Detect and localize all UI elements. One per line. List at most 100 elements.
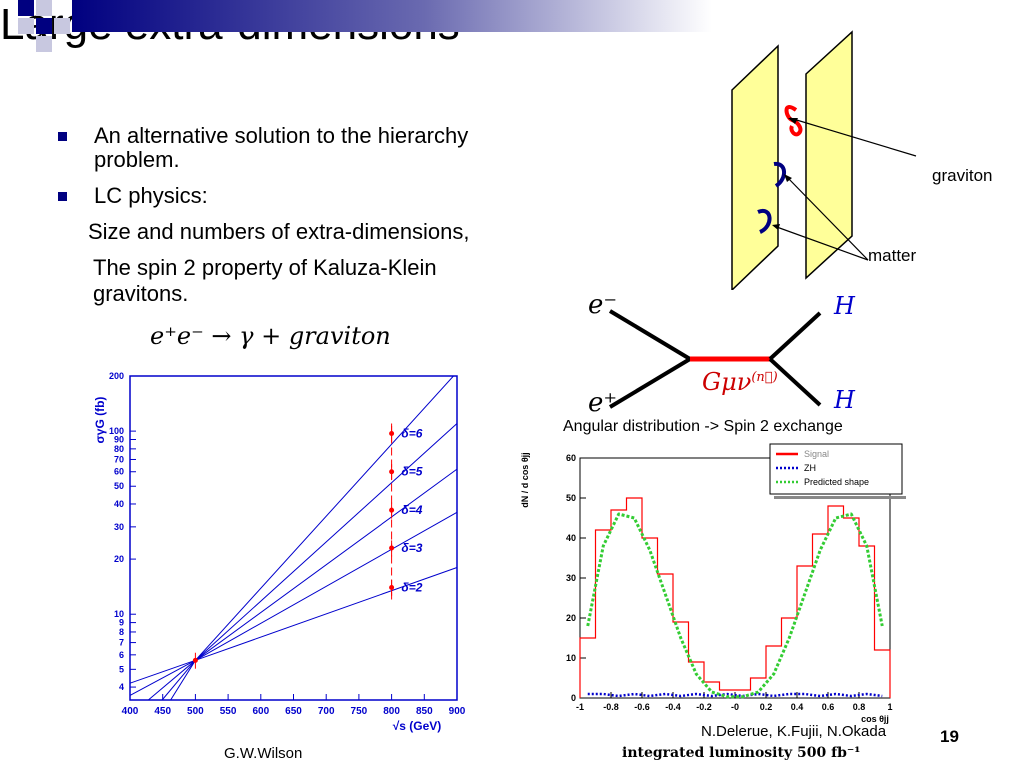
data-point bbox=[389, 584, 395, 590]
y-tick-label: 10 bbox=[114, 609, 124, 619]
x-tick-label: 550 bbox=[220, 706, 237, 717]
legend-label: Predicted shape bbox=[804, 477, 869, 487]
series-label: δ=2 bbox=[401, 580, 422, 594]
x-tick-label: 850 bbox=[416, 706, 433, 717]
bullet-square-icon bbox=[58, 192, 67, 201]
x-tick-label: 0.6 bbox=[822, 702, 835, 712]
feynman-diagram bbox=[608, 309, 822, 409]
y-tick-label: 50 bbox=[566, 493, 576, 503]
bullet-hierarchy: An alternative solution to the hierarchy… bbox=[58, 124, 598, 174]
series-label: δ=6 bbox=[401, 427, 422, 441]
y-tick-label: 40 bbox=[566, 533, 576, 543]
bullet-line: LC physics: bbox=[94, 183, 208, 208]
y-tick-label: 0 bbox=[571, 693, 576, 703]
data-point bbox=[389, 469, 395, 475]
y-axis-label: σγG (fb) bbox=[93, 397, 107, 444]
feynman-electron-label: e⁻ bbox=[588, 290, 618, 320]
sub-line-gravitons: gravitons. bbox=[93, 281, 189, 306]
x-axis-label: √s (GeV) bbox=[393, 719, 442, 733]
x-tick-label: -0.2 bbox=[696, 702, 712, 712]
legend-shadow bbox=[774, 496, 906, 499]
y-tick-label: 4 bbox=[119, 682, 124, 692]
y-tick-label: 7 bbox=[119, 638, 124, 648]
y-tick-label: 30 bbox=[566, 573, 576, 583]
x-tick-label: 800 bbox=[383, 706, 400, 717]
y-tick-label: 200 bbox=[109, 371, 124, 381]
series-label: δ=3 bbox=[401, 541, 422, 555]
x-tick-label: -1 bbox=[576, 702, 584, 712]
bullet-line: An alternative solution to the hierarchy bbox=[94, 123, 469, 148]
luminosity-label: integrated luminosity 500 fb⁻¹ bbox=[622, 745, 861, 761]
x-tick-label: 0.4 bbox=[791, 702, 804, 712]
y-tick-label: 6 bbox=[119, 650, 124, 660]
credit-right: N.Delerue, K.Fujii, N.Okada bbox=[701, 723, 887, 740]
y-tick-label: 80 bbox=[114, 444, 124, 454]
sub-line-size: Size and numbers of extra-dimensions, bbox=[88, 219, 470, 244]
x-tick-label: 0.8 bbox=[853, 702, 866, 712]
x-tick-label: 1 bbox=[887, 702, 892, 712]
series-label: δ=5 bbox=[401, 465, 422, 479]
data-point bbox=[389, 545, 395, 551]
angular-distribution-chart: -1 -0.8 -0.6 -0.4 -0.2 -0 0.2 0.4 0.6 0.8 10102030… bbox=[520, 443, 906, 724]
x-axis-label: cos θjj bbox=[861, 714, 889, 724]
feynman-higgs-bottom-label: H bbox=[834, 386, 855, 414]
y-tick-label: 60 bbox=[114, 467, 124, 477]
brane-right bbox=[805, 30, 853, 280]
y-tick-label: 30 bbox=[114, 522, 124, 532]
page-number: 19 bbox=[940, 727, 959, 746]
predicted-shape-series bbox=[586, 512, 884, 699]
zh-series bbox=[587, 692, 883, 698]
x-tick-label: -0.6 bbox=[634, 702, 650, 712]
header-decoration bbox=[0, 0, 1024, 55]
feynman-propagator-label: Gμν(n⃗) bbox=[702, 368, 778, 396]
y-tick-label: 40 bbox=[114, 499, 124, 509]
brane-left bbox=[731, 44, 779, 290]
y-tick-label: 8 bbox=[119, 627, 124, 637]
x-tick-label: 650 bbox=[285, 706, 302, 717]
plot-frame bbox=[129, 375, 458, 701]
y-tick-label: 60 bbox=[566, 453, 576, 463]
y-tick-label: 10 bbox=[566, 653, 576, 663]
x-tick-label: 750 bbox=[351, 706, 368, 717]
x-tick-label: -0 bbox=[731, 702, 739, 712]
brane-diagram bbox=[731, 30, 917, 290]
bullet-line: problem. bbox=[94, 147, 180, 172]
legend-label: Signal bbox=[804, 449, 829, 459]
x-tick-label: 500 bbox=[187, 706, 204, 717]
graviton-label: graviton bbox=[932, 166, 993, 185]
data-point bbox=[192, 657, 198, 663]
matter-loop-icon bbox=[757, 208, 772, 234]
signal-histogram bbox=[579, 497, 891, 698]
cross-section-chart: 400 450 500 550 600 650 700 750 800 850 9004567891… bbox=[93, 371, 466, 733]
x-tick-label: 900 bbox=[449, 706, 466, 717]
matter-label: matter bbox=[868, 246, 917, 265]
y-tick-label: 20 bbox=[114, 554, 124, 564]
y-tick-label: 20 bbox=[566, 613, 576, 623]
data-point bbox=[389, 507, 395, 513]
credit-left: G.W.Wilson bbox=[224, 745, 303, 762]
x-tick-label: 600 bbox=[252, 706, 269, 717]
process-equation: e⁺e⁻ → γ + graviton bbox=[150, 322, 391, 350]
x-tick-label: 400 bbox=[122, 706, 139, 717]
y-tick-label: 70 bbox=[114, 454, 124, 464]
x-tick-label: 700 bbox=[318, 706, 335, 717]
y-tick-label: 90 bbox=[114, 434, 124, 444]
y-tick-label: 9 bbox=[119, 618, 124, 628]
propagator-symbol: Gμν bbox=[702, 368, 752, 396]
bullet-lc-physics: LC physics: bbox=[58, 184, 598, 210]
x-tick-label: 450 bbox=[154, 706, 171, 717]
y-tick-label: 5 bbox=[119, 664, 124, 674]
y-tick-label: 100 bbox=[109, 426, 124, 436]
angular-chart-title: Angular distribution -> Spin 2 exchange bbox=[563, 418, 843, 435]
y-axis-label: dN / d cos θjj bbox=[520, 452, 530, 507]
x-tick-label: -0.8 bbox=[603, 702, 619, 712]
feynman-positron-label: e⁺ bbox=[588, 388, 618, 418]
feynman-higgs-top-label: H bbox=[834, 292, 855, 320]
legend-label: ZH bbox=[804, 463, 816, 473]
y-tick-label: 50 bbox=[114, 481, 124, 491]
x-tick-label: 0.2 bbox=[760, 702, 773, 712]
series-label: δ=4 bbox=[401, 503, 422, 517]
series-line-4 bbox=[129, 511, 458, 696]
graviton-loop-icon bbox=[784, 105, 803, 137]
bullet-square-icon bbox=[58, 132, 67, 141]
